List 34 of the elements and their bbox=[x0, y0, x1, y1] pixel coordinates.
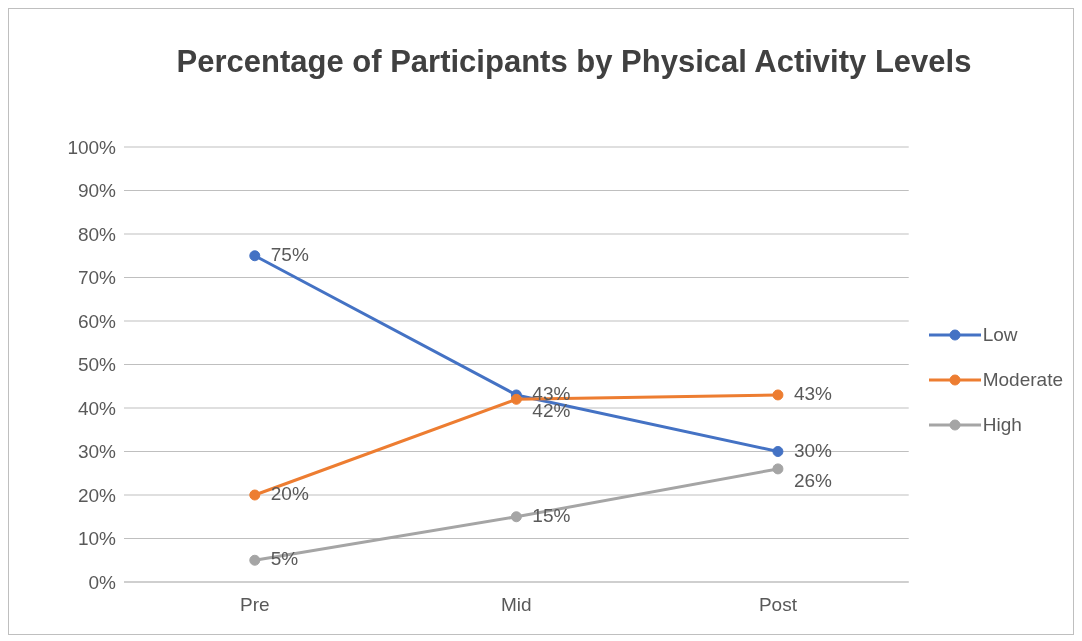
legend-label: High bbox=[982, 413, 1022, 436]
point bbox=[772, 463, 784, 475]
data-label: 15% bbox=[532, 504, 571, 526]
y-tick-label: 50% bbox=[77, 354, 117, 376]
data-label: 20% bbox=[270, 483, 309, 504]
x-tick-label: Pre bbox=[240, 594, 270, 616]
point bbox=[249, 250, 261, 262]
y-tick-label: 100% bbox=[67, 136, 117, 158]
y-tick-label: 60% bbox=[77, 310, 117, 332]
point bbox=[510, 511, 522, 523]
point bbox=[249, 554, 261, 566]
y-tick-label: 20% bbox=[77, 484, 117, 506]
y-tick-label: 0% bbox=[88, 571, 117, 593]
point bbox=[772, 446, 784, 457]
point bbox=[510, 393, 522, 405]
x-tick-label: Mid bbox=[501, 594, 532, 616]
data-label: 30% bbox=[793, 439, 833, 461]
data-label: 26% bbox=[793, 469, 833, 491]
point bbox=[249, 489, 261, 501]
legend-label: Moderate bbox=[982, 368, 1063, 391]
y-tick-label: 10% bbox=[77, 528, 117, 550]
y-tick-label: 90% bbox=[77, 180, 117, 202]
data-label: 42% bbox=[532, 400, 571, 422]
data-label: 43% bbox=[793, 382, 833, 404]
point bbox=[772, 389, 784, 401]
data-label: 75% bbox=[270, 243, 309, 265]
y-tick-label: 30% bbox=[77, 441, 117, 463]
data-label: 5% bbox=[270, 548, 299, 570]
legend-label: Low bbox=[982, 323, 1018, 346]
chart-title: Percentage of Participants by Physical Activity Levels bbox=[175, 43, 973, 81]
y-tick-label: 80% bbox=[77, 223, 117, 245]
y-tick-label: 40% bbox=[77, 397, 117, 419]
y-tick-label: 70% bbox=[77, 267, 117, 289]
x-tick-label: Post bbox=[758, 594, 798, 616]
